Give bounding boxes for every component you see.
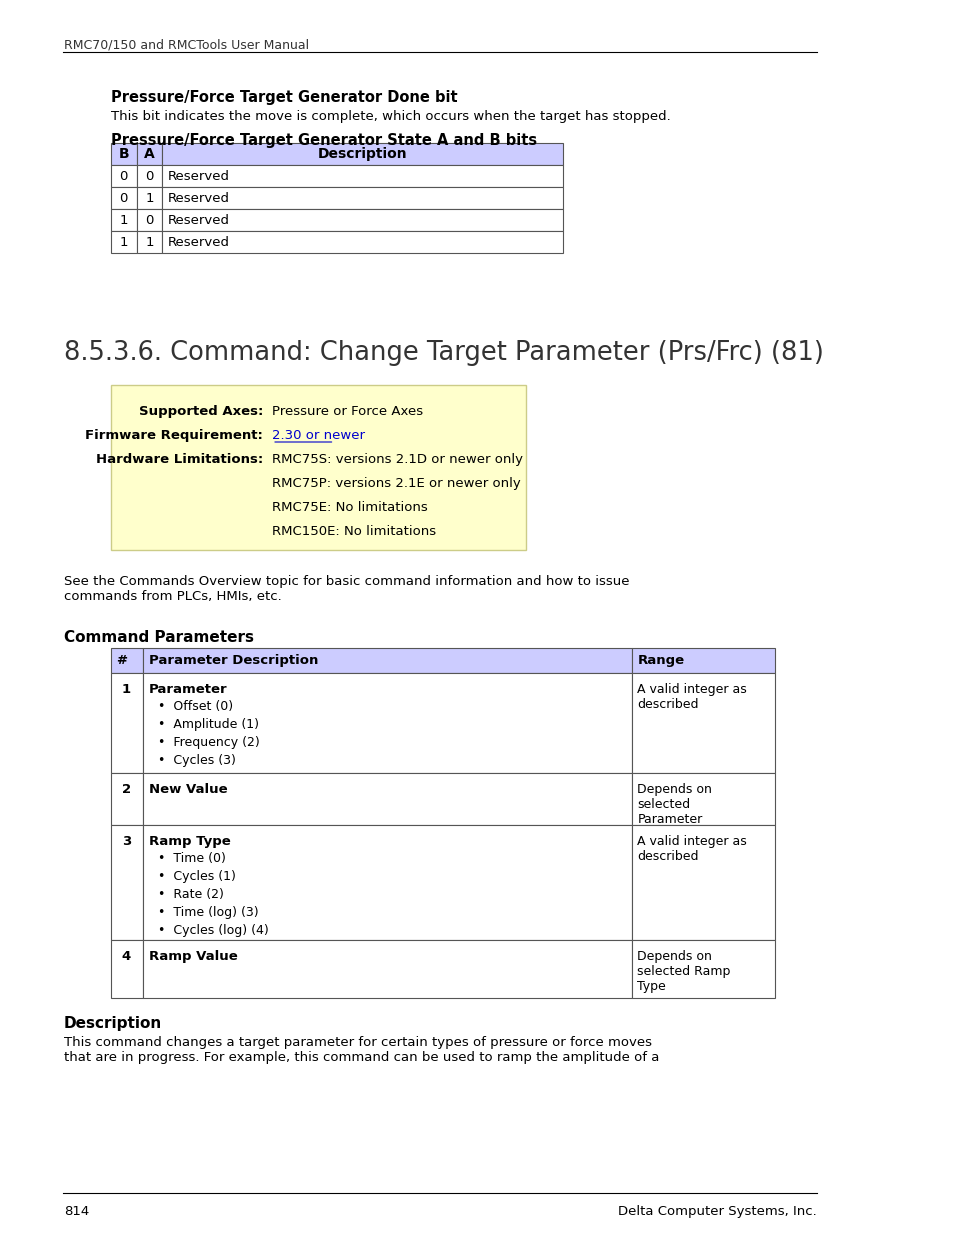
- Text: New Value: New Value: [149, 783, 227, 797]
- Text: Command Parameters: Command Parameters: [64, 630, 253, 645]
- Bar: [111, 143, 136, 165]
- Text: 0: 0: [145, 214, 153, 226]
- Bar: [111, 773, 143, 825]
- Bar: [631, 673, 774, 773]
- Text: Ramp Type: Ramp Type: [149, 835, 230, 848]
- Text: Pressure or Force Axes: Pressure or Force Axes: [272, 405, 423, 417]
- Bar: [143, 940, 631, 998]
- Text: 8.5.3.6. Command: Change Target Parameter (Prs/Frc) (81): 8.5.3.6. Command: Change Target Paramete…: [64, 340, 822, 366]
- Bar: [162, 165, 562, 186]
- Bar: [111, 209, 136, 231]
- Bar: [631, 773, 774, 825]
- Text: •  Cycles (log) (4): • Cycles (log) (4): [157, 924, 268, 937]
- Text: 0: 0: [145, 169, 153, 183]
- Text: •  Cycles (3): • Cycles (3): [157, 755, 235, 767]
- Text: Reserved: Reserved: [168, 214, 230, 226]
- Text: 0: 0: [119, 169, 128, 183]
- Text: 1: 1: [119, 214, 128, 226]
- Text: 0: 0: [119, 191, 128, 205]
- Bar: [143, 773, 631, 825]
- Text: Depends on
selected Ramp
Type: Depends on selected Ramp Type: [637, 950, 730, 993]
- Text: See the Commands Overview topic for basic command information and how to issue
c: See the Commands Overview topic for basi…: [64, 576, 628, 603]
- Text: Description: Description: [317, 147, 407, 161]
- Text: •  Frequency (2): • Frequency (2): [157, 736, 259, 748]
- Text: •  Amplitude (1): • Amplitude (1): [157, 718, 258, 731]
- Bar: [631, 825, 774, 940]
- FancyBboxPatch shape: [111, 385, 525, 550]
- Text: A: A: [144, 147, 154, 161]
- Bar: [162, 231, 562, 253]
- Text: Hardware Limitations:: Hardware Limitations:: [95, 453, 263, 466]
- Text: RMC150E: No limitations: RMC150E: No limitations: [272, 525, 436, 538]
- Bar: [111, 231, 136, 253]
- Bar: [111, 825, 143, 940]
- Text: Firmware Requirement:: Firmware Requirement:: [85, 429, 263, 442]
- Text: Depends on
selected
Parameter: Depends on selected Parameter: [637, 783, 712, 826]
- Text: Delta Computer Systems, Inc.: Delta Computer Systems, Inc.: [617, 1205, 816, 1218]
- Bar: [111, 673, 143, 773]
- Text: Parameter: Parameter: [149, 683, 227, 697]
- Text: 1: 1: [145, 236, 153, 248]
- Text: Parameter Description: Parameter Description: [149, 655, 317, 667]
- Bar: [136, 143, 162, 165]
- Text: 4: 4: [122, 950, 131, 963]
- Text: 1: 1: [145, 191, 153, 205]
- Bar: [631, 648, 774, 673]
- Bar: [136, 186, 162, 209]
- Text: B: B: [118, 147, 129, 161]
- Bar: [143, 648, 631, 673]
- Text: RMC75S: versions 2.1D or newer only: RMC75S: versions 2.1D or newer only: [272, 453, 522, 466]
- Bar: [111, 940, 143, 998]
- Text: Supported Axes:: Supported Axes:: [138, 405, 263, 417]
- Text: •  Offset (0): • Offset (0): [157, 700, 233, 713]
- Text: 2.30 or newer: 2.30 or newer: [272, 429, 365, 442]
- Bar: [143, 825, 631, 940]
- Text: A valid integer as
described: A valid integer as described: [637, 683, 746, 711]
- Text: Reserved: Reserved: [168, 169, 230, 183]
- Text: RMC75E: No limitations: RMC75E: No limitations: [272, 501, 427, 514]
- Bar: [162, 186, 562, 209]
- Text: •  Rate (2): • Rate (2): [157, 888, 223, 902]
- Text: RMC75P: versions 2.1E or newer only: RMC75P: versions 2.1E or newer only: [272, 477, 520, 490]
- Text: Description: Description: [64, 1016, 162, 1031]
- Bar: [143, 673, 631, 773]
- Text: 1: 1: [122, 683, 131, 697]
- Bar: [162, 209, 562, 231]
- Bar: [111, 165, 136, 186]
- Text: Range: Range: [637, 655, 684, 667]
- Text: This command changes a target parameter for certain types of pressure or force m: This command changes a target parameter …: [64, 1036, 659, 1065]
- Text: •  Time (0): • Time (0): [157, 852, 225, 864]
- Text: RMC70/150 and RMCTools User Manual: RMC70/150 and RMCTools User Manual: [64, 38, 309, 51]
- Text: Pressure/Force Target Generator Done bit: Pressure/Force Target Generator Done bit: [111, 90, 456, 105]
- Text: Reserved: Reserved: [168, 236, 230, 248]
- Text: •  Time (log) (3): • Time (log) (3): [157, 906, 258, 919]
- Text: 3: 3: [122, 835, 131, 848]
- Text: 1: 1: [119, 236, 128, 248]
- Bar: [136, 209, 162, 231]
- Text: Ramp Value: Ramp Value: [149, 950, 237, 963]
- Text: •  Cycles (1): • Cycles (1): [157, 869, 235, 883]
- Bar: [631, 940, 774, 998]
- Text: #: #: [116, 655, 127, 667]
- Text: Reserved: Reserved: [168, 191, 230, 205]
- Bar: [136, 231, 162, 253]
- Text: A valid integer as
described: A valid integer as described: [637, 835, 746, 863]
- Text: Pressure/Force Target Generator State A and B bits: Pressure/Force Target Generator State A …: [111, 133, 537, 148]
- Bar: [136, 165, 162, 186]
- Text: 814: 814: [64, 1205, 89, 1218]
- Bar: [111, 186, 136, 209]
- Text: 2: 2: [122, 783, 131, 797]
- Text: This bit indicates the move is complete, which occurs when the target has stoppe: This bit indicates the move is complete,…: [111, 110, 670, 124]
- Bar: [111, 648, 143, 673]
- Bar: [162, 143, 562, 165]
